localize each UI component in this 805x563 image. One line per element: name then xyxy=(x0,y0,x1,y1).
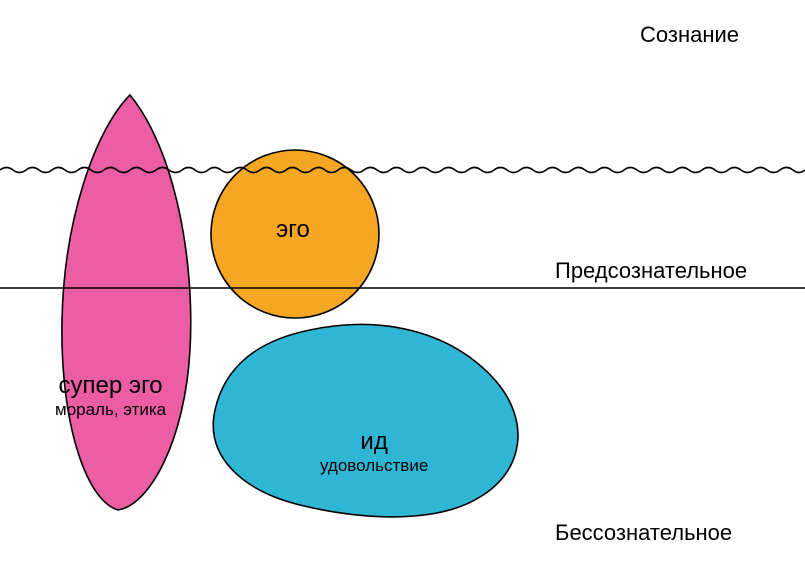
label-id-sub: удовольствие xyxy=(320,456,428,476)
id-shape xyxy=(213,324,518,516)
label-ego-main: эго xyxy=(276,216,310,244)
label-conscious: Сознание xyxy=(640,22,739,48)
superego-shape xyxy=(62,95,191,510)
label-superego: супер эго мораль, этика xyxy=(55,372,166,419)
label-id-main: ид xyxy=(320,428,428,456)
label-unconscious: Бессознательное xyxy=(555,520,732,546)
label-superego-sub: мораль, этика xyxy=(55,400,166,420)
label-id: ид удовольствие xyxy=(320,428,428,475)
label-preconscious: Предсознательное xyxy=(555,258,747,284)
label-superego-main: супер эго xyxy=(55,372,166,400)
label-ego: эго xyxy=(276,216,310,244)
